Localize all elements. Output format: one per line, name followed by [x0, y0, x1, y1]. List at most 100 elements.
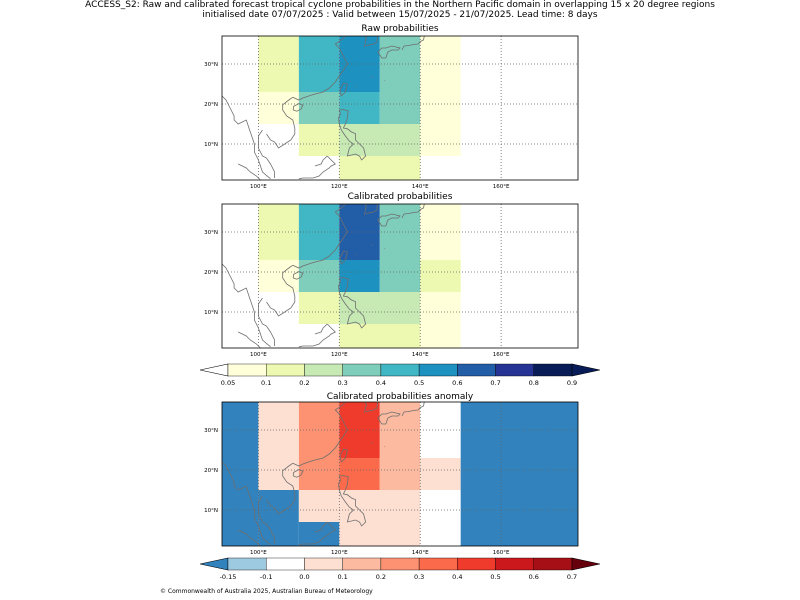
- coastline: [371, 442, 374, 444]
- latitude-tick-label: 20°N: [204, 468, 218, 474]
- longitude-tick-label: 100°E: [250, 352, 267, 358]
- colorbar-segment: [304, 557, 343, 571]
- coastline: [339, 448, 348, 463]
- coastline: [377, 213, 401, 227]
- colorbar-tick-label: 0.1: [261, 379, 271, 387]
- colorbar-tick-label: 0.6: [529, 573, 539, 581]
- map-panel-0: 100°E 120°E 140°E 160°E 30°N 20°N 10°N: [204, 35, 579, 190]
- probability-cell: [258, 402, 299, 490]
- probability-cell: [298, 36, 340, 92]
- latitude-tick-label: 20°N: [204, 270, 218, 276]
- colorbar-tick-label: 0.4: [376, 379, 386, 387]
- colorbar-tick-label: 0.8: [529, 379, 539, 387]
- coastline: [314, 155, 328, 167]
- colorbar-tick-label: 0.6: [452, 379, 462, 387]
- figure-title-line-2: initialised date 07/07/2025 : Valid betw…: [202, 10, 598, 20]
- colorbar-tick-label: 0.5: [414, 379, 424, 387]
- colorbar-over-extension: [571, 363, 601, 377]
- latitude-tick-label: 20°N: [204, 102, 218, 108]
- longitude-tick-label: 120°E: [331, 550, 348, 556]
- coastline: [365, 401, 379, 413]
- longitude-tick-label: 120°E: [331, 184, 348, 190]
- probability-cell: [379, 402, 421, 490]
- colorbar-tick-label: -0.15: [220, 573, 237, 581]
- coastline: [338, 475, 367, 527]
- probability-cell: [258, 36, 299, 92]
- colorbar-tick-label: 0.3: [414, 573, 424, 581]
- probability-cell: [298, 204, 340, 260]
- coastline: [298, 155, 336, 180]
- probability-cell: [298, 92, 340, 124]
- coastline: [298, 323, 336, 348]
- colorbar-segment: [342, 557, 382, 571]
- probability-cell: [379, 260, 421, 292]
- map-frame: [221, 35, 579, 181]
- coastline: [401, 401, 425, 417]
- colorbar-tick-label: 0.1: [337, 573, 347, 581]
- coastline: [365, 35, 379, 47]
- colorbar-segment: [533, 557, 573, 571]
- longitude-tick-label: 160°E: [493, 352, 510, 358]
- probability-cell: [339, 402, 380, 458]
- coastline: [377, 411, 401, 425]
- probability-cell: [379, 92, 421, 124]
- coastline: [238, 163, 261, 181]
- colorbar-tick-label: 0.5: [490, 573, 500, 581]
- colorbar-tick-label: 0.4: [452, 573, 462, 581]
- coastline: [314, 323, 328, 335]
- probability-cell: [339, 292, 421, 324]
- probability-cell: [258, 204, 299, 260]
- longitude-tick-label: 140°E: [412, 184, 429, 190]
- coastline: [339, 250, 348, 265]
- coastline: [338, 277, 367, 329]
- longitude-tick-label: 100°E: [250, 550, 267, 556]
- colorbar-tick-label: 0.2: [376, 573, 386, 581]
- probability-cell: [420, 458, 461, 490]
- figure-title-line-1: ACCESS_S2: Raw and calibrated forecast t…: [85, 0, 715, 10]
- longitude-tick-label: 140°E: [412, 550, 429, 556]
- colorbar-segment: [304, 363, 343, 377]
- colorbar-segment: [380, 363, 420, 377]
- probability-cell: [420, 92, 461, 124]
- coastline: [292, 271, 304, 280]
- longitude-tick-label: 140°E: [412, 352, 429, 358]
- probability-cell: [339, 156, 421, 180]
- coastline: [314, 521, 328, 533]
- coastline: [377, 45, 401, 59]
- gridlines: [222, 204, 578, 348]
- coastline: [371, 244, 374, 246]
- longitude-tick-label: 120°E: [331, 352, 348, 358]
- coastline: [266, 264, 296, 317]
- probability-cell: [222, 402, 259, 546]
- probability-cell: [258, 92, 299, 124]
- latitude-tick-label: 10°N: [204, 142, 218, 148]
- gridlines: [222, 36, 578, 180]
- latitude-tick-label: 10°N: [204, 310, 218, 316]
- coastline: [339, 82, 348, 97]
- coastline: [338, 109, 367, 161]
- colorbar-segment: [227, 363, 267, 377]
- colorbar-segment: [266, 557, 305, 571]
- map-frame: [221, 203, 579, 349]
- probability-cell: [339, 324, 421, 348]
- probability-cell: [298, 490, 340, 522]
- coastline: [364, 203, 367, 215]
- colorbar-anomaly: -0.15 -0.1 0.0 0.1 0.2 0.3 0.4 0.5 0.6 0.7: [199, 557, 601, 581]
- coastline: [364, 401, 367, 413]
- colorbar-tick-label: 0.2: [299, 379, 309, 387]
- panel-title-raw: Raw probabilities: [361, 24, 439, 34]
- map-frame: [221, 401, 579, 547]
- colorbar-under-extension: [199, 557, 229, 571]
- probability-cell: [420, 292, 461, 324]
- coastline: [401, 203, 425, 219]
- probability-cell: [339, 204, 380, 260]
- latitude-tick-label: 30°N: [204, 428, 218, 434]
- latitude-tick-label: 30°N: [204, 230, 218, 236]
- map-panel-2: 100°E 120°E 140°E 160°E 30°N 20°N 10°N: [204, 401, 579, 556]
- probability-cell: [298, 260, 340, 292]
- colorbar-segment: [457, 557, 496, 571]
- colorbar-segment: [380, 557, 420, 571]
- colorbar-tick-label: 0.05: [221, 379, 235, 387]
- copyright-text: © Commonwealth of Australia 2025, Austra…: [160, 588, 373, 595]
- latitude-tick-label: 30°N: [204, 62, 218, 68]
